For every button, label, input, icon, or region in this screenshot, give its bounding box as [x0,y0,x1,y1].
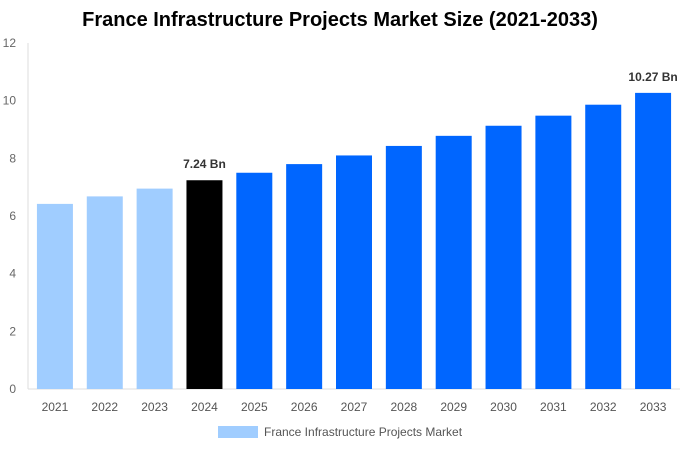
y-tick-label: 0 [9,382,16,396]
bar-2025 [236,172,273,389]
x-tick-label: 2033 [640,400,667,414]
y-tick-label: 8 [9,151,16,165]
x-tick-label: 2021 [42,400,69,414]
bar-2028 [385,145,422,389]
x-tick-label: 2030 [490,400,517,414]
x-tick-label: 2029 [440,400,467,414]
data-label: 10.27 Bn [628,70,677,84]
bar-2024 [186,180,223,389]
bar-2032 [585,104,622,389]
legend-swatch [218,426,258,438]
x-tick-label: 2026 [291,400,318,414]
x-tick-label: 2023 [141,400,168,414]
bar-2033 [635,92,672,390]
x-tick-label: 2024 [191,400,218,414]
bar-2026 [286,164,323,389]
bar-2030 [485,125,522,390]
x-tick-label: 2032 [590,400,617,414]
x-tick-label: 2028 [390,400,417,414]
bar-2029 [435,135,472,389]
x-tick-label: 2031 [540,400,567,414]
bar-2023 [136,188,173,389]
bar-2031 [535,115,572,389]
legend: France Infrastructure Projects Market [218,425,462,439]
bar-2027 [336,155,372,389]
x-tick-label: 2022 [91,400,118,414]
y-tick-label: 4 [9,267,16,281]
x-tick-label: 2027 [341,400,368,414]
y-tick-label: 12 [3,36,17,50]
y-tick-label: 2 [9,324,16,338]
data-label: 7.24 Bn [183,157,226,171]
legend-label: France Infrastructure Projects Market [264,425,463,439]
x-tick-label: 2025 [241,400,268,414]
y-tick-label: 6 [9,209,16,223]
chart-title: France Infrastructure Projects Market Si… [82,9,598,31]
y-tick-label: 10 [3,94,17,108]
bar-2021 [36,203,73,389]
bar-2022 [86,196,123,389]
